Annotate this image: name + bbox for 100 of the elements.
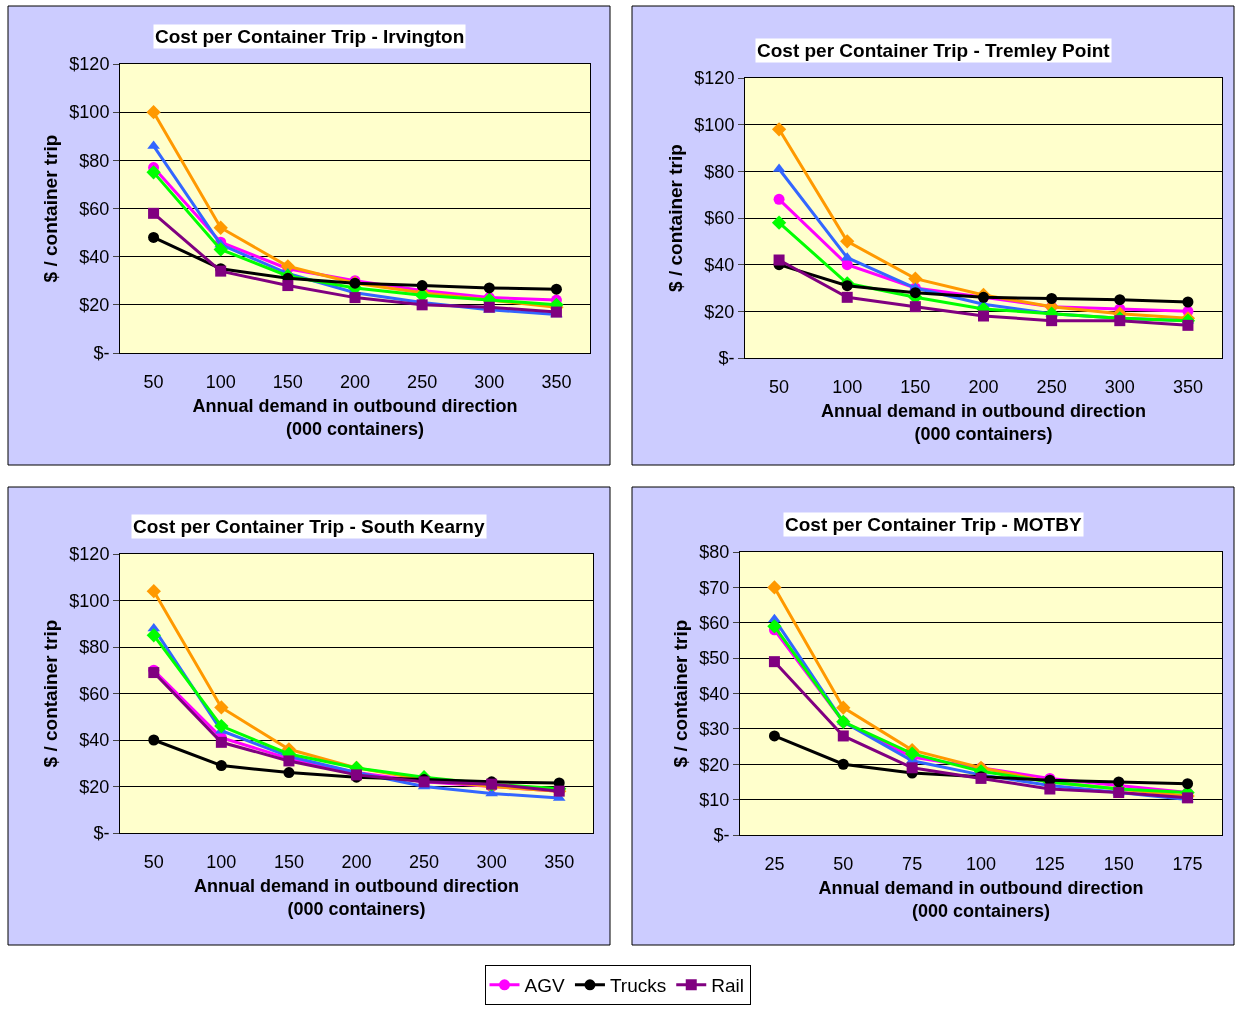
- point: [1044, 783, 1056, 795]
- legend-label: AGV: [524, 975, 565, 997]
- point: [146, 628, 161, 643]
- point: [1182, 296, 1194, 308]
- point: [767, 619, 782, 634]
- x-tick-label: 175: [1172, 853, 1203, 874]
- point: [840, 234, 855, 249]
- y-axis-title: $ / container trip: [665, 144, 687, 292]
- y-tick-label: $70: [699, 577, 730, 598]
- x-tick-label: 200: [341, 851, 372, 872]
- y-tick-label: $-: [93, 343, 110, 364]
- x-tick-label: 250: [407, 371, 438, 392]
- y-tick-label: $120: [69, 544, 110, 565]
- legend-label: Trucks: [609, 975, 667, 997]
- y-tick-label: $60: [699, 613, 730, 634]
- x-axis-title: Annual demand in outbound direction (000 containers): [821, 400, 1146, 445]
- x-axis-title: Annual demand in outbound direction (000 containers): [194, 875, 519, 920]
- point: [146, 165, 161, 180]
- point: [215, 760, 227, 772]
- x-tick-label: 150: [900, 376, 931, 397]
- y-axis-title: $ / container trip: [40, 134, 62, 283]
- x-tick-label: 100: [206, 851, 237, 872]
- point: [1182, 778, 1194, 790]
- y-tick-label: $50: [699, 648, 730, 669]
- y-tick-label: $100: [69, 102, 110, 123]
- y-tick-label: $30: [699, 719, 730, 740]
- x-tick-label: 300: [1104, 376, 1135, 397]
- x-tick-label: 300: [474, 371, 505, 392]
- point: [837, 730, 849, 742]
- y-tick-label: $20: [699, 754, 730, 775]
- x-tick-label: 100: [832, 376, 863, 397]
- point: [906, 762, 918, 774]
- point: [841, 259, 853, 271]
- y-tick-label: $120: [694, 68, 735, 89]
- point: [146, 105, 161, 120]
- point: [773, 254, 785, 266]
- point: [416, 299, 428, 311]
- x-tick-label: 50: [769, 376, 790, 397]
- x-tick-label: 25: [764, 853, 785, 874]
- point: [146, 584, 161, 599]
- x-tick-label: 250: [1036, 376, 1067, 397]
- chart-title: Cost per Container Trip - South Kearny: [133, 516, 485, 537]
- y-tick-label: $-: [718, 348, 735, 369]
- point: [349, 292, 361, 304]
- legend-label: Rail: [711, 975, 744, 997]
- x-tick-label: 350: [1172, 376, 1203, 397]
- point: [550, 283, 562, 295]
- point: [904, 746, 920, 761]
- x-tick-label: 350: [544, 851, 575, 872]
- point: [768, 656, 780, 668]
- x-axis-title: Annual demand in outbound direction (000 containers): [818, 877, 1144, 922]
- x-axis-title: Annual demand in outbound direction (000 containers): [192, 395, 518, 440]
- x-tick-label: 100: [965, 853, 997, 874]
- point: [1114, 315, 1126, 327]
- chart-title: Cost per Container Trip - MOTBY: [785, 514, 1082, 535]
- point: [771, 215, 787, 230]
- x-tick-label: 250: [409, 851, 440, 872]
- y-tick-label: $100: [69, 590, 110, 611]
- chart-title: Cost per Container Trip - Tremley Point: [757, 40, 1111, 61]
- y-tick-label: $60: [79, 683, 110, 704]
- y-tick-label: $80: [79, 150, 110, 171]
- point: [909, 287, 921, 299]
- point: [771, 122, 787, 137]
- point: [1182, 319, 1194, 331]
- y-tick-label: $10: [699, 789, 730, 810]
- point: [909, 301, 921, 313]
- x-tick-label: 50: [143, 371, 164, 392]
- x-tick-label: 150: [272, 371, 303, 392]
- point: [841, 280, 853, 292]
- y-tick-label: $40: [79, 730, 110, 751]
- y-axis-title: $ / container trip: [670, 619, 692, 768]
- x-tick-label: 50: [143, 851, 164, 872]
- y-tick-label: $20: [79, 776, 110, 797]
- y-tick-label: $20: [79, 295, 110, 316]
- point: [283, 767, 295, 779]
- y-tick-label: $40: [79, 246, 110, 267]
- y-tick-label: $-: [93, 823, 110, 844]
- point: [148, 734, 160, 746]
- y-tick-label: $80: [699, 542, 730, 563]
- y-tick-label: $20: [704, 301, 735, 322]
- point: [214, 718, 229, 734]
- y-tick-label: $60: [704, 208, 735, 229]
- x-tick-label: 200: [339, 371, 371, 392]
- point: [483, 282, 495, 294]
- y-tick-label: $80: [704, 161, 735, 182]
- y-axis-title: $ / container trip: [40, 619, 62, 768]
- point: [841, 291, 853, 303]
- y-tick-label: $120: [69, 54, 110, 75]
- point: [837, 758, 849, 770]
- x-tick-label: 75: [902, 853, 923, 874]
- x-tick-label: 350: [541, 371, 572, 392]
- y-tick-label: $40: [699, 683, 730, 704]
- y-tick-label: $-: [713, 825, 730, 846]
- chart-title: Cost per Container Trip - Irvington: [155, 26, 465, 47]
- y-tick-label: $60: [79, 198, 110, 219]
- point: [148, 231, 160, 243]
- point: [768, 730, 780, 742]
- x-tick-label: 300: [476, 851, 507, 872]
- x-tick-label: 150: [273, 851, 304, 872]
- y-tick-label: $80: [79, 637, 110, 658]
